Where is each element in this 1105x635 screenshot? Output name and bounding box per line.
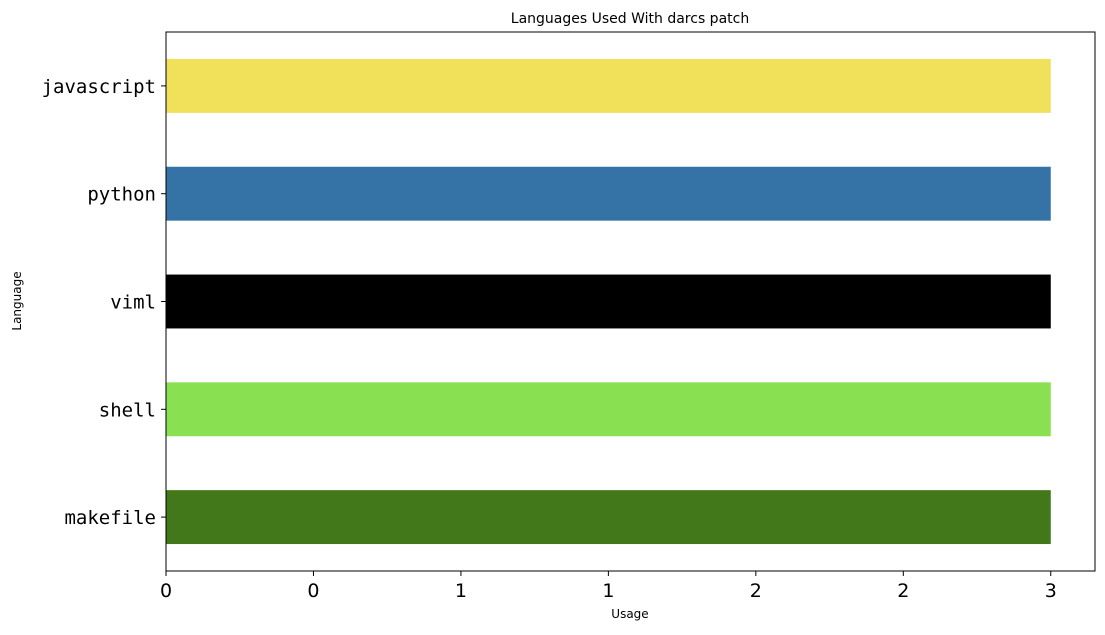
y-tick-label-javascript: javascript xyxy=(42,76,156,98)
x-axis-label: Usage xyxy=(611,607,648,621)
y-axis-ticks: javascript python viml shell makefile xyxy=(42,76,166,529)
x-axis-ticks: 0 0 1 1 2 2 3 xyxy=(160,571,1057,602)
bars-group xyxy=(166,58,1051,545)
plot-frame xyxy=(165,31,1096,572)
x-tick-label-0: 0 xyxy=(160,580,172,602)
y-axis-label: Language xyxy=(10,271,24,330)
x-tick-label-5: 2 xyxy=(897,580,909,602)
x-tick-label-3: 1 xyxy=(602,580,614,602)
bar-shell xyxy=(166,382,1051,437)
x-tick-label-2: 1 xyxy=(455,580,467,602)
bar-makefile xyxy=(166,490,1051,545)
y-tick-label-shell: shell xyxy=(99,399,156,421)
y-tick-label-viml: viml xyxy=(110,292,156,314)
chart-title: Languages Used With darcs patch xyxy=(511,11,749,27)
bar-viml xyxy=(166,274,1051,329)
x-tick-label-1: 0 xyxy=(307,580,319,602)
bar-python xyxy=(166,166,1051,221)
bar-javascript xyxy=(166,58,1051,113)
x-tick-label-6: 3 xyxy=(1045,580,1057,602)
x-tick-label-4: 2 xyxy=(750,580,762,602)
y-tick-label-makefile: makefile xyxy=(64,507,156,529)
y-tick-label-python: python xyxy=(87,184,156,206)
